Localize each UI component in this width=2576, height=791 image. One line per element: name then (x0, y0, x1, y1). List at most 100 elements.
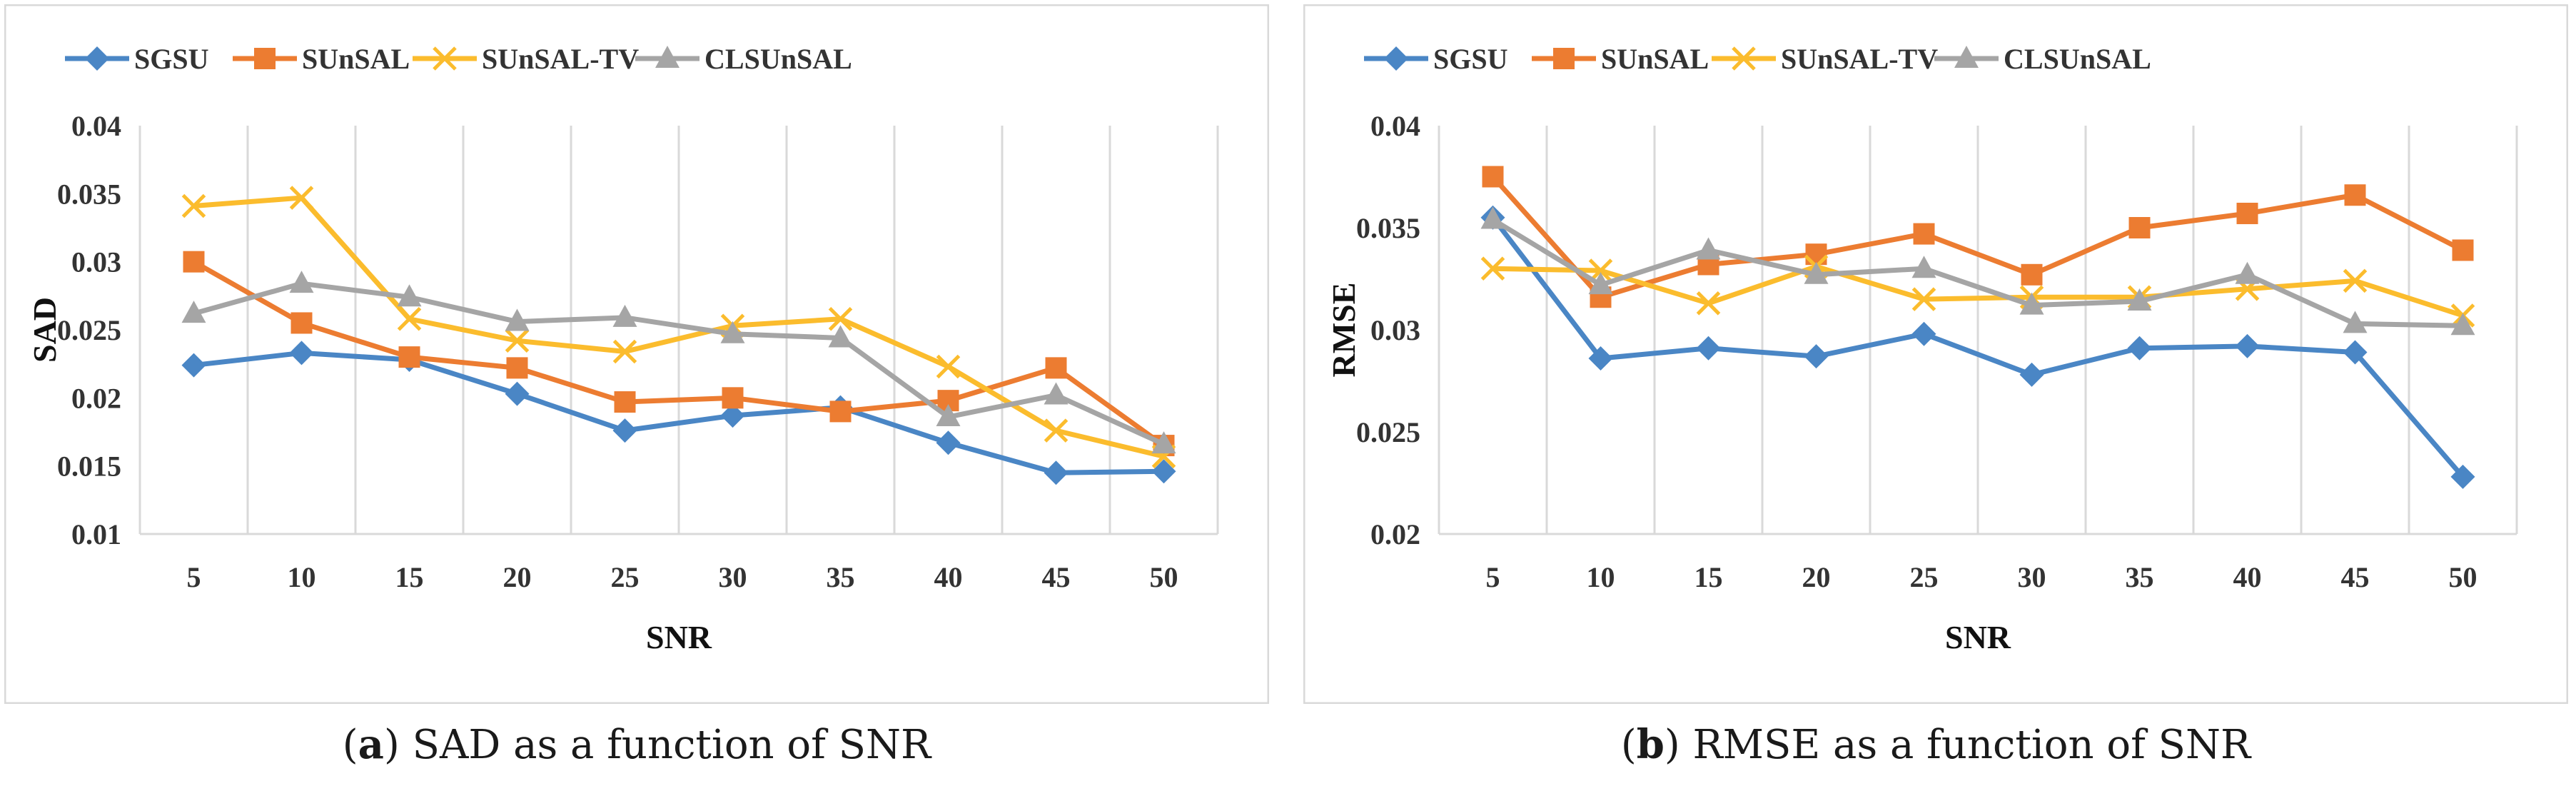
data-point-clsunsal (181, 301, 206, 323)
data-point-sunsal (829, 400, 852, 423)
data-point-sunsal-tv (828, 306, 853, 331)
data-point-clsunsal (2127, 288, 2152, 311)
legend-label: SUnSAL (302, 43, 410, 75)
x-tick-label: 20 (503, 561, 532, 593)
data-point-sgsu (1804, 344, 1829, 369)
marker-stroke (936, 354, 961, 379)
data-point-clsunsal (289, 271, 314, 293)
x-axis-title: SNR (646, 619, 712, 655)
data-point-sunsal (1045, 357, 1067, 379)
data-point-sgsu (2343, 340, 2368, 365)
marker-stroke (505, 328, 530, 353)
caption-letter: b (1636, 721, 1665, 768)
data-point-clsunsal (720, 321, 745, 343)
data-point-sunsal (614, 391, 636, 413)
series-line-sgsu (191, 350, 1166, 475)
data-point-sunsal (2452, 239, 2474, 261)
data-point-clsunsal (1804, 261, 1829, 284)
data-point-clsunsal (2235, 261, 2260, 284)
x-tick-label: 15 (1694, 561, 1723, 593)
legend-item-sgsu: SGSU (1364, 43, 1508, 75)
x-tick-label: 10 (288, 561, 316, 593)
chart-panel-sad: 0.01 0.015 0.02 0.025 0.03 0.035 0.04 5 10 15 20 25… (4, 4, 1269, 704)
data-point-clsunsal (397, 284, 422, 307)
data-point-sunsal (1913, 223, 1935, 245)
data-point-sgsu (2235, 333, 2260, 358)
chart-border (1303, 4, 2568, 704)
y-axis-title: SAD (26, 297, 63, 363)
data-point-sunsal-tv (289, 186, 314, 210)
marker-stroke (1732, 46, 1756, 71)
legend-item-clsunsal: CLSUnSAL (1934, 43, 2151, 75)
x-tick-label: 30 (2018, 561, 2046, 593)
legend-label: SGSU (1433, 43, 1508, 75)
y-tick-label: 0.02 (1370, 518, 1420, 550)
series-sunsal (183, 251, 1175, 457)
data-point-sunsal-tv (181, 193, 206, 218)
legend: SGSU SUnSAL SUnSAL-TV CLSUnSAL (1364, 43, 2151, 75)
legend-marker (1954, 46, 1979, 68)
y-tick-label: 0.035 (1356, 212, 1420, 244)
x-tick-label: 50 (1150, 561, 1178, 593)
data-point-sgsu (1911, 321, 1936, 346)
data-point-clsunsal (1911, 256, 1936, 278)
data-point-sunsal (722, 387, 744, 409)
series-line-sunsal (1490, 174, 2465, 300)
legend-marker (1732, 46, 1756, 71)
data-point-clsunsal (828, 325, 853, 348)
x-tick-label: 15 (395, 561, 424, 593)
caption-text: ) RMSE as a function of SNR (1664, 722, 2251, 768)
data-point-clsunsal (612, 304, 637, 327)
legend-item-sgsu: SGSU (65, 43, 209, 75)
marker-stroke (1044, 418, 1069, 443)
data-point-clsunsal (1588, 272, 1613, 295)
series-line-clsunsal (1490, 217, 2465, 328)
data-point-clsunsal (1696, 237, 1721, 260)
caption-rmse: (b) RMSE as a function of SNR (1620, 721, 2251, 768)
legend-marker (1553, 48, 1575, 69)
legend-marker (655, 46, 680, 68)
legend-item-sunsal: SUnSAL (1532, 43, 1709, 75)
data-point-sunsal (2236, 202, 2258, 224)
data-point-sunsal (183, 251, 205, 273)
data-point-sgsu (2127, 336, 2152, 361)
data-point-sunsal-tv (936, 354, 961, 379)
caption-text: ) SAD as a function of SNR (383, 722, 931, 768)
chart-panel-rmse: 0.02 0.025 0.03 0.035 0.04 5 10 15 20 25 30 35 40 45 5… (1303, 4, 2568, 704)
y-tick-label: 0.04 (71, 110, 121, 142)
x-tick-label: 35 (2126, 561, 2154, 593)
data-point-sunsal (2344, 184, 2366, 206)
marker-stroke (1911, 287, 1936, 311)
marker-stroke (828, 306, 853, 331)
x-tick-label: 25 (1910, 561, 1939, 593)
marker-stroke (433, 46, 457, 71)
data-point-clsunsal (505, 308, 530, 331)
series-line-sunsal-tv (191, 195, 1166, 459)
series-sgsu (1480, 205, 2475, 489)
caption-sad: (a) SAD as a function of SNR (342, 721, 931, 768)
data-point-sunsal-tv (1911, 287, 1936, 311)
legend-marker (433, 46, 457, 71)
x-tick-label: 40 (2233, 561, 2262, 593)
y-tick-label: 0.03 (71, 246, 121, 278)
data-point-clsunsal (2450, 313, 2475, 336)
y-tick-label: 0.02 (71, 382, 121, 414)
data-point-sunsal-tv (1696, 291, 1721, 316)
legend-marker (85, 46, 109, 71)
legend-label: CLSUnSAL (2004, 43, 2151, 75)
data-point-sunsal (506, 357, 528, 379)
data-point-sunsal (1805, 243, 1827, 266)
x-tick-label: 40 (934, 561, 963, 593)
x-tick-label: 25 (611, 561, 640, 593)
marker-stroke (181, 193, 206, 218)
data-point-sgsu (1588, 346, 1613, 371)
data-point-clsunsal (936, 404, 961, 427)
legend-item-sunsal: SUnSAL (233, 43, 410, 75)
x-tick-label: 30 (719, 561, 747, 593)
series-clsunsal (181, 271, 1176, 454)
x-axis-title: SNR (1945, 619, 2011, 655)
legend-label: SUnSAL (1601, 43, 1709, 75)
y-tick-label: 0.025 (1356, 416, 1420, 448)
x-tick-label: 5 (1486, 561, 1500, 593)
series-clsunsal (1480, 206, 2475, 336)
